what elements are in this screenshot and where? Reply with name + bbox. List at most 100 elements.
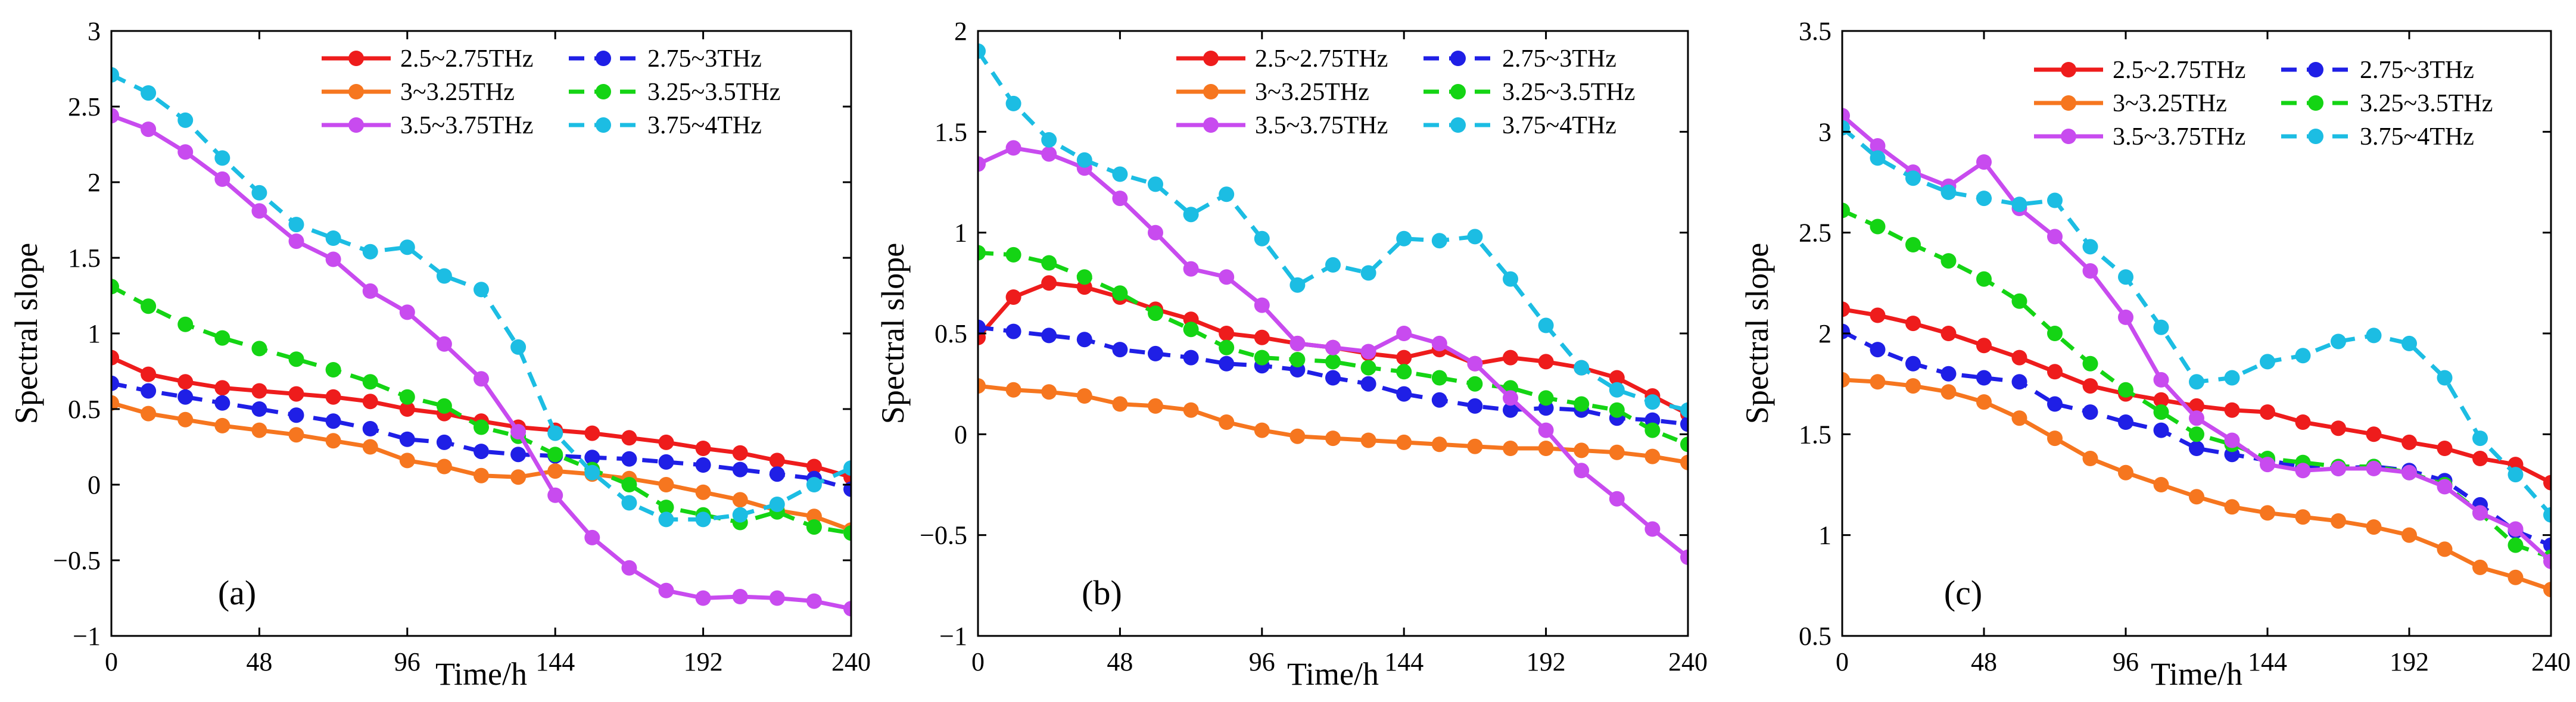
data-point-3.5-3.75-12 xyxy=(1005,140,1021,156)
data-point-3.5-3.75-120 xyxy=(2189,410,2204,426)
data-point-3-3.25-204 xyxy=(1574,442,1590,458)
data-point-2.75-3-48 xyxy=(1112,342,1128,358)
data-point-3.75-4-60 xyxy=(2011,196,2027,213)
data-point-2.5-2.75-72 xyxy=(325,389,341,405)
data-point-3.5-3.75-156 xyxy=(1431,335,1447,351)
series-group xyxy=(111,67,851,617)
data-point-3.75-4-204 xyxy=(1574,360,1590,376)
data-point-3.25-3.5-60 xyxy=(288,351,304,367)
data-point-3.75-4-60 xyxy=(1148,176,1163,192)
data-point-2.5-2.75-24 xyxy=(1041,275,1057,291)
data-point-3.25-3.5-240 xyxy=(843,525,851,541)
data-point-3.75-4-144 xyxy=(547,425,563,441)
data-point-3.5-3.75-168 xyxy=(2331,460,2346,476)
data-point-2.5-2.75-192 xyxy=(1538,354,1554,370)
legend-marker-3.25-3.5 xyxy=(1450,84,1466,99)
data-point-3-3.25-156 xyxy=(2295,509,2311,525)
data-point-3.75-4-84 xyxy=(362,244,378,260)
data-point-3.25-3.5-228 xyxy=(1644,422,1661,438)
data-point-3.25-3.5-36 xyxy=(214,330,230,346)
data-point-3-3.25-48 xyxy=(1112,396,1128,412)
data-point-3-3.25-228 xyxy=(1644,448,1661,464)
data-point-3.25-3.5-48 xyxy=(1976,271,1992,287)
data-point-2.75-3-72 xyxy=(325,413,341,429)
data-point-2.75-3-216 xyxy=(769,466,785,482)
legend-label-3.75-4: 3.75~4THz xyxy=(2360,123,2474,151)
data-point-2.5-2.75-156 xyxy=(584,425,600,441)
data-point-3-3.25-132 xyxy=(1360,432,1376,448)
data-point-3.25-3.5-0 xyxy=(111,279,119,295)
legend-label-3.5-3.75: 3.5~3.75THz xyxy=(400,112,533,139)
data-point-3.75-4-228 xyxy=(806,477,822,492)
data-point-3-3.25-48 xyxy=(1976,394,1992,410)
data-point-2.75-3-180 xyxy=(658,454,674,470)
data-point-2.75-3-24 xyxy=(1041,327,1057,344)
data-point-2.5-2.75-0 xyxy=(1842,301,1850,317)
data-point-3-3.25-108 xyxy=(2153,477,2169,492)
data-point-2.5-2.75-192 xyxy=(2401,434,2417,450)
data-point-3-3.25-60 xyxy=(2011,410,2027,426)
y-tick-label: 0.5 xyxy=(68,395,101,424)
legend-marker-3.25-3.5 xyxy=(2308,95,2323,111)
data-point-3.75-4-180 xyxy=(2366,327,2382,344)
data-point-3.75-4-132 xyxy=(510,339,527,355)
chart-panel-b: 0 48 96 144 192 240 −1 −0.5 0 0.5 1 1.5 2 Time/h Spect… xyxy=(875,17,1708,692)
data-point-3-3.25-12 xyxy=(1870,374,1886,390)
data-point-3-3.25-108 xyxy=(1289,428,1306,444)
data-point-2.75-3-36 xyxy=(1076,332,1092,348)
data-point-3-3.25-24 xyxy=(177,411,194,428)
data-point-2.75-3-144 xyxy=(1396,386,1412,402)
data-point-3.5-3.75-84 xyxy=(1219,269,1235,285)
data-point-3.25-3.5-84 xyxy=(2082,355,2098,372)
data-point-3.25-3.5-48 xyxy=(1112,285,1128,301)
data-point-3.75-4-144 xyxy=(1396,230,1412,247)
data-point-3.25-3.5-204 xyxy=(1574,396,1590,412)
data-point-3-3.25-240 xyxy=(1680,454,1688,470)
data-point-2.75-3-0 xyxy=(978,319,986,335)
data-point-3.75-4-36 xyxy=(214,150,230,166)
data-point-3.5-3.75-120 xyxy=(1325,339,1341,355)
data-point-3.5-3.75-12 xyxy=(1870,138,1886,154)
data-point-3.5-3.75-0 xyxy=(111,108,119,124)
data-point-3.75-4-180 xyxy=(1503,271,1518,287)
data-point-3.5-3.75-168 xyxy=(1467,355,1483,372)
data-point-2.5-2.75-48 xyxy=(1976,338,1992,354)
y-tick-label: 0.5 xyxy=(1799,622,1831,651)
data-point-2.75-3-108 xyxy=(2153,422,2169,438)
data-point-3.75-4-12 xyxy=(141,85,157,101)
y-tick-label: 1.5 xyxy=(68,244,101,273)
data-point-2.5-2.75-180 xyxy=(658,434,674,450)
data-point-3.5-3.75-204 xyxy=(1574,463,1590,479)
data-point-3.5-3.75-132 xyxy=(2224,432,2240,448)
data-point-3-3.25-24 xyxy=(1905,378,1921,394)
data-point-3.5-3.75-240 xyxy=(1680,549,1688,565)
data-point-3.75-4-228 xyxy=(2508,467,2524,483)
data-point-2.75-3-156 xyxy=(1431,392,1447,408)
data-point-3.25-3.5-168 xyxy=(621,477,637,492)
data-point-3.25-3.5-108 xyxy=(2153,404,2169,420)
x-tick-label: 240 xyxy=(1668,647,1708,676)
legend-label-2.75-3: 2.75~3THz xyxy=(2360,57,2474,84)
data-point-3-3.25-36 xyxy=(1940,384,1957,400)
legend-marker-2.5-2.75 xyxy=(2061,62,2076,77)
data-point-3.25-3.5-144 xyxy=(1396,364,1412,380)
data-point-2.75-3-12 xyxy=(1005,323,1021,339)
data-point-3.25-3.5-84 xyxy=(362,374,378,390)
data-point-3-3.25-72 xyxy=(1183,402,1199,418)
data-point-3.25-3.5-96 xyxy=(1254,350,1270,366)
data-point-3.25-3.5-12 xyxy=(1870,219,1886,235)
data-point-2.5-2.75-0 xyxy=(111,350,119,366)
data-point-3.5-3.75-192 xyxy=(2401,464,2417,481)
data-point-3-3.25-0 xyxy=(978,378,986,394)
data-point-2.5-2.75-216 xyxy=(769,453,785,469)
data-point-2.5-2.75-108 xyxy=(2153,392,2169,408)
legend-marker-3.75-4 xyxy=(596,117,611,133)
data-point-3.5-3.75-144 xyxy=(1396,326,1412,341)
data-point-3-3.25-84 xyxy=(2082,451,2098,466)
data-point-3.25-3.5-12 xyxy=(1005,247,1021,263)
data-point-3-3.25-84 xyxy=(1219,414,1235,430)
y-axis-label: Spectral slope xyxy=(875,243,911,424)
legend-marker-2.75-3 xyxy=(2308,62,2323,77)
data-point-3.75-4-36 xyxy=(1076,152,1092,168)
legend: 2.5~2.75THz 2.75~3THz 3~3.25THz 3.25~3.5THz… xyxy=(322,45,780,139)
